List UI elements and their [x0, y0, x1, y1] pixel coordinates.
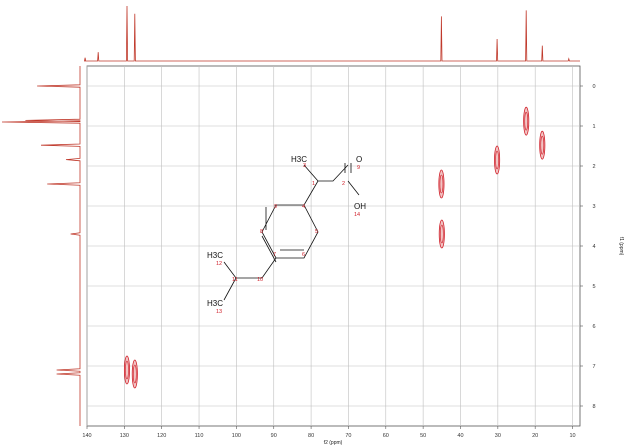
y-tick-label: 0	[592, 84, 595, 90]
x-tick-label: 90	[271, 433, 277, 439]
atom-number-14: 14	[354, 212, 360, 218]
atom-label-h3c-13: H3C	[207, 299, 223, 308]
atom-label-oh: OH	[354, 202, 366, 211]
y-tick-label: 1	[592, 124, 595, 130]
x-tick-label: 110	[195, 433, 204, 439]
x-tick-label: 100	[232, 433, 241, 439]
x-tick-label: 130	[120, 433, 129, 439]
atom-number-6: 6	[302, 252, 305, 258]
y-tick-label: 7	[592, 364, 595, 370]
atom-number-3: 3	[303, 163, 306, 169]
atom-number-2: 2	[342, 181, 345, 187]
y-axis-label: f1 (ppm)	[618, 237, 624, 256]
cross-peak	[438, 169, 445, 199]
peak-contour-inner	[524, 111, 529, 131]
x-tick-label: 140	[82, 433, 91, 439]
peak-contour-outer	[494, 145, 501, 175]
y-tick-label: 6	[592, 324, 595, 330]
atom-number-5: 5	[315, 229, 318, 235]
cross-peak	[494, 145, 501, 175]
cross-peak	[523, 106, 530, 136]
peak-contour-outer	[131, 359, 138, 389]
cross-peak	[123, 355, 130, 385]
atom-number-12: 12	[216, 261, 222, 267]
atom-number-9: 9	[274, 204, 277, 210]
x-tick-label: 30	[495, 433, 501, 439]
atom-label-o: O	[356, 155, 362, 164]
peak-contour-inner	[439, 174, 444, 194]
atom-number-11: 11	[232, 277, 238, 283]
y-tick-label: 2	[592, 164, 595, 170]
x-tick-label: 20	[532, 433, 538, 439]
atom-label-h3c-top: H3C	[291, 155, 307, 164]
peak-contour-inner	[540, 135, 545, 155]
atom-number-10: 10	[257, 277, 263, 283]
y-tick-label: 4	[592, 244, 595, 250]
x-tick-label: 80	[308, 433, 314, 439]
atom-number-4: 4	[302, 204, 305, 210]
peak-contour-inner	[440, 224, 444, 244]
atom-number-13: 13	[216, 309, 222, 315]
atom-number-1: 1	[312, 181, 315, 187]
left-projection-spectrum	[1, 66, 81, 426]
cross-peak	[539, 130, 546, 160]
atom-number-7: 7	[273, 252, 276, 258]
atom-number-o9: 9	[357, 165, 360, 171]
y-tick-label: 8	[592, 404, 595, 410]
x-tick-label: 40	[457, 433, 463, 439]
x-axis: 140 130 120 110 100 90 80 70 60 50 40 30 20 10	[82, 426, 576, 439]
cross-peaks	[123, 106, 546, 389]
peak-contour-outer	[539, 130, 546, 160]
bond-lines	[223, 163, 360, 301]
peak-contour-inner	[495, 150, 499, 170]
grid	[86, 66, 580, 426]
x-tick-label: 60	[383, 433, 389, 439]
cross-peak	[438, 219, 445, 249]
y-tick-label: 5	[592, 284, 595, 290]
x-axis-label: f2 (ppm)	[324, 440, 343, 446]
x-tick-label: 10	[569, 433, 575, 439]
atom-number-8: 8	[260, 229, 263, 235]
y-tick-label: 3	[592, 204, 595, 210]
x-tick-label: 70	[345, 433, 351, 439]
x-tick-label: 50	[420, 433, 426, 439]
y-axis: 0 1 2 3 4 5 6 7 8	[580, 84, 596, 410]
x-tick-label: 120	[157, 433, 166, 439]
peak-contour-inner	[133, 364, 137, 384]
molecule-structure: H3C O OH H3C H3C 1 2 3 4 5 6 7 8 9 10 11…	[207, 155, 366, 315]
top-projection-spectrum	[84, 5, 580, 62]
atom-label-h3c-12: H3C	[207, 251, 223, 260]
peak-contour-outer	[438, 169, 445, 199]
peak-contour-outer	[523, 106, 530, 136]
peak-contour-outer	[438, 219, 445, 249]
peak-contour-inner	[125, 360, 129, 380]
cross-peak	[131, 359, 138, 389]
peak-contour-outer	[123, 355, 130, 385]
